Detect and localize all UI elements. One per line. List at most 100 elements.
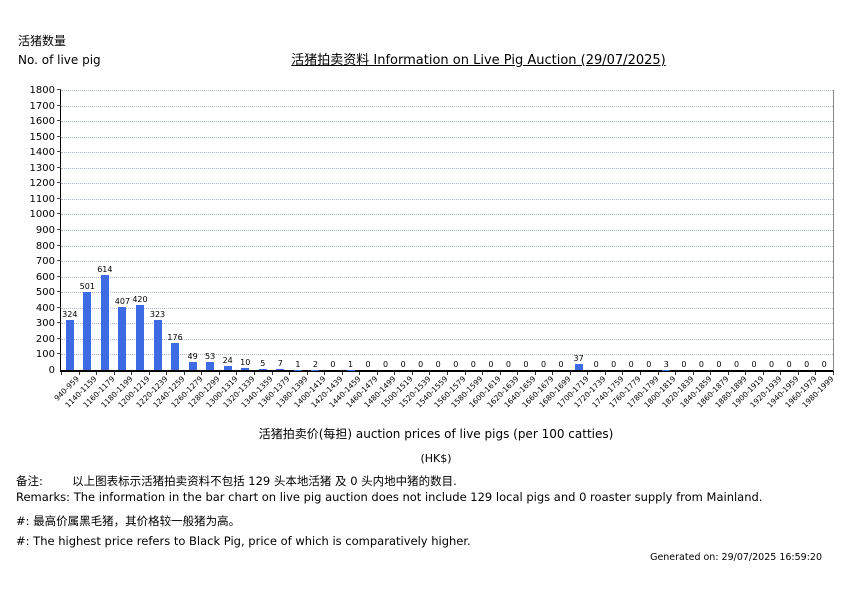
x-axis-tick <box>797 372 799 375</box>
x-axis-tick <box>376 372 378 375</box>
x-axis-tick <box>833 372 834 375</box>
gridline <box>61 90 833 91</box>
y-tick-label: 1100 <box>29 193 55 205</box>
y-tick-label: 1500 <box>29 131 55 143</box>
x-axis-tick <box>727 372 729 375</box>
x-axis-tick <box>780 372 782 375</box>
bar-value-label: 407 <box>114 296 131 306</box>
x-axis-unit: (HK$) <box>420 452 452 465</box>
y-axis-tick <box>57 120 61 122</box>
x-axis-tick <box>569 372 571 375</box>
y-tick-label: 100 <box>35 349 55 361</box>
gridline <box>61 323 833 325</box>
bar <box>223 366 232 370</box>
bar <box>83 292 92 370</box>
x-axis-tick <box>201 372 203 375</box>
bar-value-label: 0 <box>453 360 459 369</box>
x-axis-tick <box>341 372 343 375</box>
x-axis-tick <box>394 372 396 375</box>
y-tick-label: 600 <box>35 271 55 283</box>
y-axis-tick <box>57 322 61 324</box>
gridline <box>61 167 833 169</box>
bar-value-label: 323 <box>149 309 166 319</box>
y-axis-tick <box>57 306 61 308</box>
bar-value-label: 0 <box>435 360 441 369</box>
generated-on-timestamp: Generated on: 29/07/2025 16:59:20 <box>650 552 822 563</box>
y-tick-label: 900 <box>35 225 55 236</box>
x-axis-tick <box>113 372 115 375</box>
bar-value-label: 3 <box>663 359 669 369</box>
y-tick-label: 1700 <box>29 100 55 112</box>
x-axis-tick <box>218 372 220 375</box>
x-axis-tick <box>657 372 659 375</box>
y-axis-tick <box>57 166 61 168</box>
y-tick-label: 300 <box>35 318 55 330</box>
y-tick-label: 500 <box>35 287 55 299</box>
y-axis-tick <box>57 135 61 137</box>
bar <box>188 362 197 370</box>
x-axis-tick <box>762 372 764 375</box>
bar-value-label: 24 <box>222 356 233 366</box>
bar-value-label: 614 <box>97 264 113 274</box>
gridline <box>61 354 833 356</box>
x-axis-tick <box>411 372 413 375</box>
x-axis-tick <box>429 372 431 375</box>
note-zh: #: 最高价属黑毛猪，其价格较一般猪为高。 <box>16 514 241 528</box>
y-axis-tick <box>57 89 61 90</box>
bar <box>574 364 583 370</box>
bar <box>276 368 285 370</box>
y-tick-label: 400 <box>35 302 55 314</box>
bar <box>118 306 127 370</box>
bar-value-label: 0 <box>400 360 406 369</box>
y-axis-tick <box>57 104 61 106</box>
x-axis-tick <box>61 372 62 375</box>
x-axis-tick <box>640 372 641 375</box>
y-tick-label: 0 <box>48 365 55 376</box>
gridline <box>61 183 833 185</box>
gridline <box>61 198 833 200</box>
x-axis-tick <box>499 372 501 375</box>
x-axis-tick <box>534 372 536 375</box>
gridline <box>61 338 833 340</box>
bar-value-label: 420 <box>132 294 148 304</box>
y-axis-tick <box>57 291 61 293</box>
x-axis-tick <box>78 372 80 375</box>
bar-value-label: 0 <box>470 360 476 369</box>
bar-value-label: 324 <box>62 309 78 319</box>
y-tick-label: 700 <box>35 256 55 268</box>
bar-value-label: 7 <box>277 358 283 368</box>
gridline <box>61 105 833 107</box>
x-axis-tick <box>447 372 448 375</box>
gridline <box>61 230 833 231</box>
y-tick-label: 1400 <box>29 147 55 159</box>
y-axis-tick <box>57 353 61 355</box>
remark-en: Remarks: The information in the bar char… <box>16 490 763 504</box>
y-axis-tick <box>57 197 61 199</box>
bar <box>206 361 215 370</box>
x-axis-tick <box>324 372 326 375</box>
bar-value-label: 5 <box>260 359 266 369</box>
gridline <box>61 307 833 309</box>
x-axis-tick <box>359 372 361 375</box>
x-axis-tick <box>675 372 677 375</box>
bar-value-label: 0 <box>523 360 529 369</box>
x-axis-tick <box>692 372 694 375</box>
y-axis-tick <box>57 244 61 246</box>
bar <box>171 342 180 370</box>
bar-value-label: 0 <box>505 360 511 369</box>
y-tick-label: 1800 <box>29 85 55 96</box>
y-axis-label-zh: 活猪数量 <box>18 34 67 48</box>
x-axis-tick <box>148 372 150 375</box>
bar-value-label: 49 <box>187 352 198 362</box>
x-axis-tick <box>710 372 712 375</box>
bar <box>135 304 144 370</box>
bar <box>65 319 74 370</box>
bar-value-label: 0 <box>716 360 722 369</box>
bar-value-label: 501 <box>79 282 95 292</box>
x-axis-tick <box>552 372 554 375</box>
bar-value-label: 0 <box>558 360 564 369</box>
bar-value-label: 0 <box>418 360 424 369</box>
bar-value-label: 0 <box>698 360 704 369</box>
bar-value-label: 53 <box>205 351 216 361</box>
bar-value-label: 1 <box>295 359 301 369</box>
